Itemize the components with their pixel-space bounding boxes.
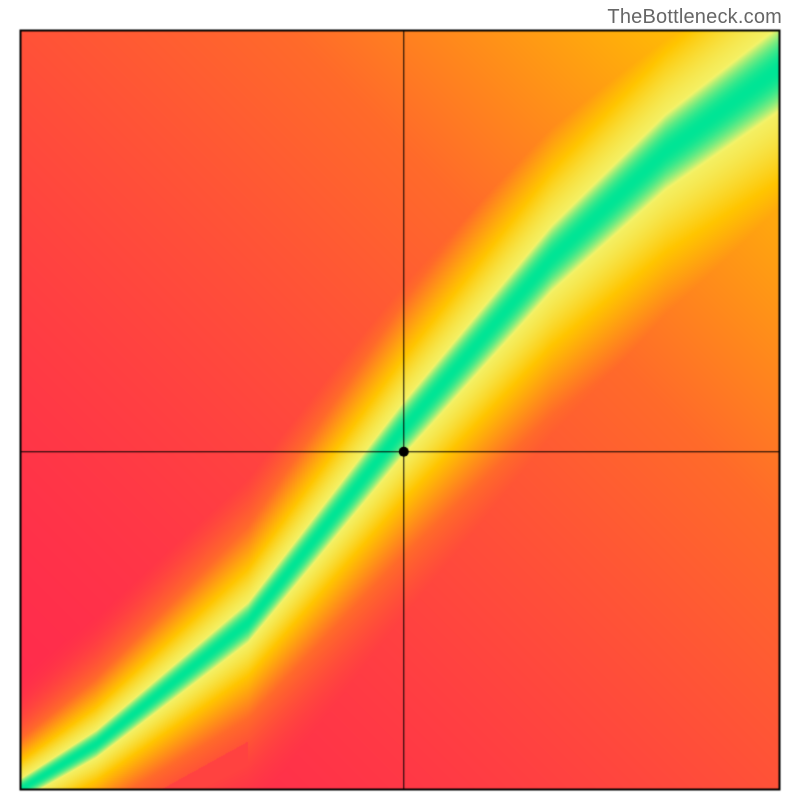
bottleneck-heatmap	[0, 0, 800, 800]
watermark-text: TheBottleneck.com	[607, 6, 782, 29]
